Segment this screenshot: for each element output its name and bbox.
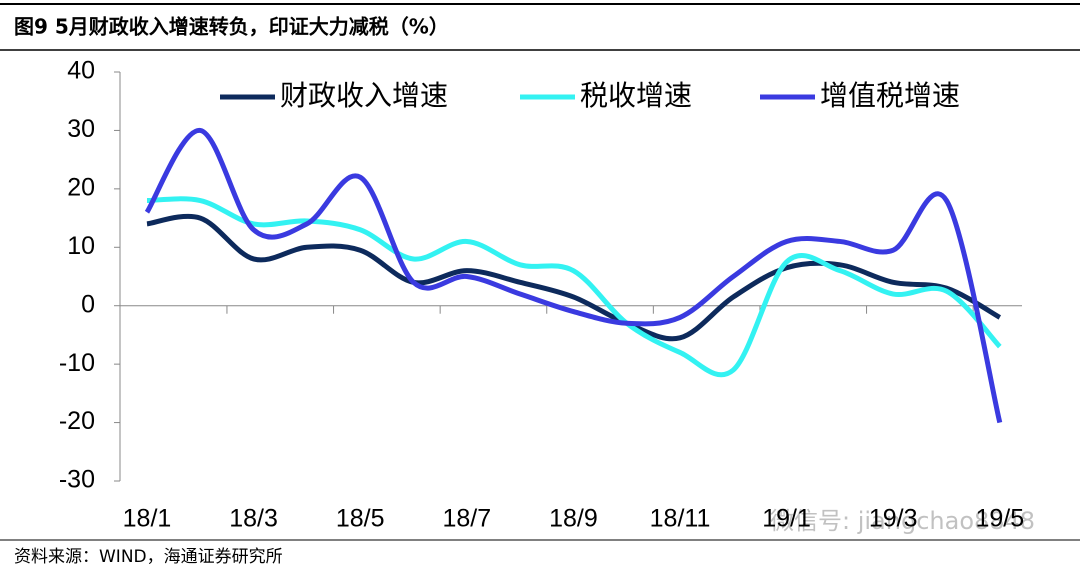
x-tick-label: 19/5 [975, 505, 1024, 533]
series-line [146, 196, 1002, 378]
y-tick-label: -30 [59, 466, 95, 494]
y-tick-label: 20 [67, 173, 95, 201]
x-tick-label: 18/3 [229, 505, 278, 533]
x-tick-label: 18/9 [549, 505, 598, 533]
series-line [144, 127, 1003, 424]
x-tick-label: 18/5 [336, 505, 385, 533]
y-tick-label: 10 [67, 232, 95, 260]
y-tick-label: 0 [81, 290, 95, 318]
y-tick-label: -10 [59, 349, 95, 377]
x-tick-label: 19/3 [869, 505, 918, 533]
y-tick-label: 30 [67, 115, 95, 143]
x-tick-label: 18/11 [650, 505, 711, 533]
series-line [146, 213, 1002, 342]
legend-label: 税收增速 [580, 79, 692, 112]
x-tick-label: 19/1 [762, 505, 811, 533]
chart-title: 图9 5月财政收入增速转负，印证大力减税（%） [14, 15, 449, 39]
y-tick-label: -20 [59, 407, 95, 435]
watermark: 微信号: jiangchao8848 [770, 507, 1035, 535]
y-tick-label: 40 [67, 57, 95, 85]
x-tick-label: 18/1 [123, 505, 172, 533]
source: 资料来源：WIND，海通证券研究所 [14, 547, 283, 567]
x-tick-label: 18/7 [442, 505, 491, 533]
legend-label: 增值税增速 [820, 79, 960, 112]
legend-label: 财政收入增速 [280, 79, 448, 112]
